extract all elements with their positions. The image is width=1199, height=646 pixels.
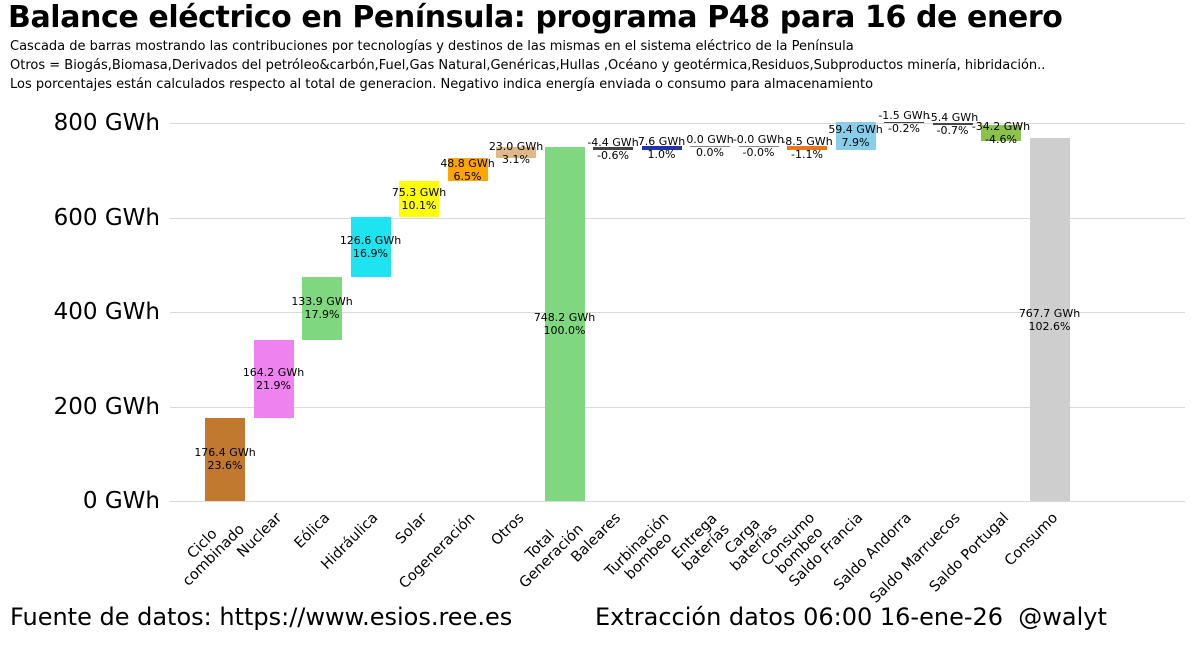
y-axis-tick-label: 600 GWh [53, 204, 160, 231]
x-axis-tick-label-eolica: Eólica [291, 510, 334, 552]
bar-consumo [1029, 138, 1070, 501]
bar-value-gwh: 164.2 GWh [242, 365, 305, 379]
bar-value-label-cogeneracion: 48.8 GWh 6.5% [408, 157, 528, 183]
bar-value-pct: 16.9% [353, 246, 388, 260]
bar-otros [496, 147, 536, 159]
x-axis-tick-label-otros: Otros [488, 510, 528, 550]
gridline-600 [170, 217, 1185, 219]
bar-value-gwh: -4.4 GWh [587, 135, 639, 149]
y-axis-tick-label: 200 GWh [53, 393, 160, 420]
bar-value-label-hidraulica: 126.6 GWh 16.9% [311, 234, 431, 260]
x-axis-tick-label-saldo-marruecos: Saldo Marruecos [867, 510, 964, 607]
bar-saldo-andorra [884, 121, 924, 124]
bar-eolica [302, 276, 342, 341]
bar-total-generacion [544, 147, 585, 501]
subtitle-line-3: Los porcentajes están calculados respect… [10, 77, 874, 92]
bar-value-pct: -0.7% [936, 123, 969, 137]
bar-solar [399, 181, 439, 217]
bar-value-label-saldo-portugal: -34.2 GWh -4.6% [941, 120, 1061, 146]
bar-value-label-baleares: -4.4 GWh -0.6% [553, 136, 673, 162]
bar-value-gwh: -8.5 GWh [781, 134, 833, 148]
bar-value-pct: -1.1% [791, 147, 823, 161]
bar-value-label-saldo-francia: 59.4 GWh 7.9% [796, 123, 916, 149]
bar-value-label-solar: 75.3 GWh 10.1% [359, 186, 479, 212]
bar-value-gwh: 0.0 GWh [686, 132, 734, 146]
bar-value-pct: 21.9% [256, 378, 291, 392]
bar-value-gwh: 23.0 GWh [488, 139, 544, 153]
bar-value-pct: -0.6% [597, 148, 629, 162]
bar-value-pct: 7.9% [841, 135, 870, 149]
bar-value-label-total-generacion: 748.2 GWh 100.0% [505, 311, 625, 337]
bar-ciclo-combinado [205, 417, 245, 501]
bar-value-label-consumo: 767.7 GWh 102.6% [990, 307, 1110, 333]
bar-value-pct: 10.1% [401, 199, 437, 213]
bar-value-label-ciclo-combinado: 176.4 GWh 23.6% [165, 446, 285, 472]
bar-value-pct: 102.6% [1028, 319, 1071, 333]
gridline-800 [170, 123, 1185, 124]
bar-hidraulica [350, 216, 391, 277]
bar-turbinacion-bombeo [641, 145, 682, 150]
bar-value-gwh: 748.2 GWh [533, 311, 596, 325]
bar-value-gwh: -0.0 GWh [732, 132, 785, 146]
gridline-0 [170, 501, 1185, 502]
subtitle-line-1: Cascada de barras mostrando las contribu… [10, 39, 854, 54]
bar-value-pct: 100.0% [543, 324, 586, 338]
bar-value-label-saldo-marruecos: -5.4 GWh -0.7% [893, 111, 1013, 137]
x-axis-tick-label-entrega-baterias: Entrega baterías [669, 510, 733, 575]
bar-value-pct: 0.0% [696, 145, 724, 159]
bar-value-label-turbinacion-bombeo: 7.6 GWh 1.0% [602, 135, 722, 161]
bar-cogeneracion [447, 158, 488, 182]
bar-entrega-baterias [690, 145, 730, 148]
gridline-400 [170, 312, 1185, 313]
bar-saldo-portugal [981, 125, 1021, 142]
bar-value-label-saldo-andorra: -1.5 GWh -0.2% [844, 109, 964, 135]
bar-carga-baterias [738, 145, 779, 148]
bar-value-gwh: -34.2 GWh [971, 120, 1031, 134]
bar-value-pct: 17.9% [304, 308, 340, 322]
bar-value-pct: -0.2% [888, 122, 920, 136]
bar-nuclear [253, 340, 294, 418]
bar-value-pct: 23.6% [207, 459, 243, 473]
bar-value-gwh: 767.7 GWh [1018, 306, 1081, 320]
bar-value-gwh: -1.5 GWh [878, 109, 930, 123]
bar-value-label-nuclear: 164.2 GWh 21.9% [214, 366, 334, 392]
subtitle-line-2: Otros = Biogás,Biomasa,Derivados del pet… [10, 58, 1046, 73]
bar-value-label-consumo-bombeo: -8.5 GWh -1.1% [747, 135, 867, 161]
bar-saldo-francia [835, 121, 876, 150]
bar-value-pct: 1.0% [647, 147, 676, 161]
bar-value-gwh: 133.9 GWh [291, 295, 353, 309]
bar-value-gwh: 176.4 GWh [194, 446, 256, 460]
bar-value-gwh: 75.3 GWh [391, 186, 447, 200]
bar-value-pct: -0.0% [742, 145, 775, 159]
gridline-200 [170, 406, 1185, 408]
data-source-text: Fuente de datos: https://www.esios.ree.e… [10, 603, 513, 631]
bar-value-gwh: -5.4 GWh [926, 110, 979, 124]
bar-value-gwh: 7.6 GWh [637, 134, 686, 148]
x-axis-tick-label-solar: Solar [392, 510, 431, 548]
y-axis-tick-label: 0 GWh [82, 488, 160, 514]
bar-value-pct: 3.1% [502, 152, 530, 166]
bar-value-label-eolica: 133.9 GWh 17.9% [262, 295, 382, 321]
bar-saldo-marruecos [932, 122, 973, 126]
bar-consumo-bombeo [787, 145, 827, 150]
bar-value-pct: 6.5% [453, 169, 482, 183]
bar-value-pct: -4.6% [985, 133, 1017, 147]
bar-value-label-carga-baterias: -0.0 GWh -0.0% [699, 133, 819, 159]
bar-value-gwh: 126.6 GWh [339, 233, 402, 247]
bar-value-gwh: 59.4 GWh [828, 122, 883, 136]
y-axis-tick-label: 800 GWh [53, 110, 160, 136]
bar-baleares [593, 147, 633, 150]
bar-value-label-entrega-baterias: 0.0 GWh 0.0% [650, 133, 770, 159]
page-title: Balance eléctrico en Península: programa… [8, 0, 1063, 35]
y-axis-tick-label: 400 GWh [53, 299, 160, 325]
extraction-info-text: Extracción datos 06:00 16-ene-26 @walyt [595, 603, 1107, 631]
bar-value-label-otros: 23.0 GWh 3.1% [456, 140, 576, 166]
bar-value-gwh: 48.8 GWh [440, 156, 495, 170]
